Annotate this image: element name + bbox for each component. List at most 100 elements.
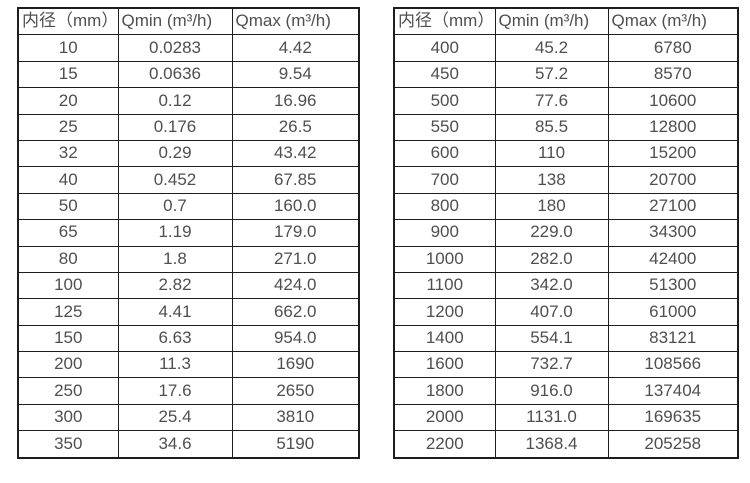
table-cell: 12800 — [607, 113, 739, 141]
table-cell: 40 — [17, 166, 119, 194]
table-cell: 205258 — [607, 430, 739, 459]
table-cell: 45.2 — [494, 34, 609, 62]
table-row: 1200 407.0 61000 — [393, 298, 739, 326]
table-row: 1800 916.0 137404 — [393, 377, 739, 405]
table-cell: 3810 — [231, 403, 360, 432]
table-cell: 80 — [17, 245, 119, 273]
table-row: 40 0.452 67.85 — [17, 166, 360, 194]
table-cell: 125 — [17, 298, 119, 326]
table-cell: 17.6 — [117, 377, 233, 405]
table-cell: 34300 — [607, 219, 739, 247]
table-cell: 2000 — [393, 403, 496, 432]
table-cell: 26.5 — [231, 113, 360, 141]
table-cell: 50 — [17, 192, 119, 221]
table-cell: 900 — [393, 219, 496, 247]
table-row: 400 45.2 6780 — [393, 34, 739, 62]
table-cell: 85.5 — [494, 113, 609, 141]
table-cell: 77.6 — [494, 87, 609, 115]
column-header-qmax: Qmax (m³/h) — [607, 7, 739, 36]
column-header-qmax: Qmax (m³/h) — [231, 7, 360, 36]
table-cell: 180 — [494, 192, 609, 221]
table-cell: 160.0 — [231, 192, 360, 221]
table-cell: 179.0 — [231, 219, 360, 247]
flow-rate-tables: 内径（mm） Qmin (m³/h) Qmax (m³/h) 10 0.0283 4… — [17, 7, 739, 459]
table-cell: 1.19 — [117, 219, 233, 247]
table-cell: 5190 — [231, 430, 360, 459]
table-cell: 16.96 — [231, 87, 360, 115]
table-cell: 169635 — [607, 403, 739, 432]
table-cell: 229.0 — [494, 219, 609, 247]
table-cell: 0.12 — [117, 87, 233, 115]
table-cell: 67.85 — [231, 166, 360, 194]
table-cell: 25.4 — [117, 403, 233, 432]
table-cell: 2650 — [231, 377, 360, 405]
table-cell: 34.6 — [117, 430, 233, 459]
table-row: 600 110 15200 — [393, 139, 739, 168]
table-cell: 1100 — [393, 271, 496, 300]
table-cell: 0.452 — [117, 166, 233, 194]
table-cell: 9.54 — [231, 60, 360, 89]
table-row: 100 2.82 424.0 — [17, 271, 360, 300]
table-cell: 1131.0 — [494, 403, 609, 432]
table-cell: 1600 — [393, 351, 496, 379]
table-cell: 0.0283 — [117, 34, 233, 62]
table-row: 80 1.8 271.0 — [17, 245, 360, 273]
table-cell: 15 — [17, 60, 119, 89]
table-cell: 2.82 — [117, 271, 233, 300]
table-row: 20 0.12 16.96 — [17, 87, 360, 115]
table-cell: 57.2 — [494, 60, 609, 89]
table-cell: 137404 — [607, 377, 739, 405]
table-cell: 1400 — [393, 324, 496, 353]
table-cell: 1000 — [393, 245, 496, 273]
table-cell: 1690 — [231, 351, 360, 379]
table-row: 125 4.41 662.0 — [17, 298, 360, 326]
table-cell: 25 — [17, 113, 119, 141]
table-row: 700 138 20700 — [393, 166, 739, 194]
table-cell: 0.7 — [117, 192, 233, 221]
table-cell: 4.42 — [231, 34, 360, 62]
table-cell: 43.42 — [231, 139, 360, 168]
table-row: 450 57.2 8570 — [393, 60, 739, 89]
table-row: 150 6.63 954.0 — [17, 324, 360, 353]
table-cell: 10 — [17, 34, 119, 62]
table-row: 500 77.6 10600 — [393, 87, 739, 115]
table-row: 15 0.0636 9.54 — [17, 60, 360, 89]
table-row: 250 17.6 2650 — [17, 377, 360, 405]
table-cell: 916.0 — [494, 377, 609, 405]
table-cell: 282.0 — [494, 245, 609, 273]
table-cell: 1368.4 — [494, 430, 609, 459]
table-cell: 600 — [393, 139, 496, 168]
table-cell: 20 — [17, 87, 119, 115]
table-row: 2000 1131.0 169635 — [393, 403, 739, 432]
table-cell: 11.3 — [117, 351, 233, 379]
table-cell: 350 — [17, 430, 119, 459]
table-cell: 550 — [393, 113, 496, 141]
table-cell: 83121 — [607, 324, 739, 353]
table-row: 900 229.0 34300 — [393, 219, 739, 247]
table-cell: 1800 — [393, 377, 496, 405]
table-cell: 65 — [17, 219, 119, 247]
table-cell: 400 — [393, 34, 496, 62]
table-cell: 108566 — [607, 351, 739, 379]
table-row: 50 0.7 160.0 — [17, 192, 360, 221]
table-cell: 6780 — [607, 34, 739, 62]
table-cell: 8570 — [607, 60, 739, 89]
table-cell: 500 — [393, 87, 496, 115]
table-cell: 1.8 — [117, 245, 233, 273]
table-row: 10 0.0283 4.42 — [17, 34, 360, 62]
table-cell: 61000 — [607, 298, 739, 326]
column-header-qmin: Qmin (m³/h) — [117, 7, 233, 36]
table-cell: 0.176 — [117, 113, 233, 141]
table-row: 300 25.4 3810 — [17, 403, 360, 432]
table-cell: 700 — [393, 166, 496, 194]
table-cell: 100 — [17, 271, 119, 300]
header-row: 内径（mm） Qmin (m³/h) Qmax (m³/h) — [393, 7, 739, 36]
table-cell: 110 — [494, 139, 609, 168]
table-row: 200 11.3 1690 — [17, 351, 360, 379]
table-cell: 51300 — [607, 271, 739, 300]
table-cell: 2200 — [393, 430, 496, 459]
column-header-diameter: 内径（mm） — [393, 7, 496, 36]
table-row: 800 180 27100 — [393, 192, 739, 221]
table-cell: 1200 — [393, 298, 496, 326]
column-header-qmin: Qmin (m³/h) — [494, 7, 609, 36]
